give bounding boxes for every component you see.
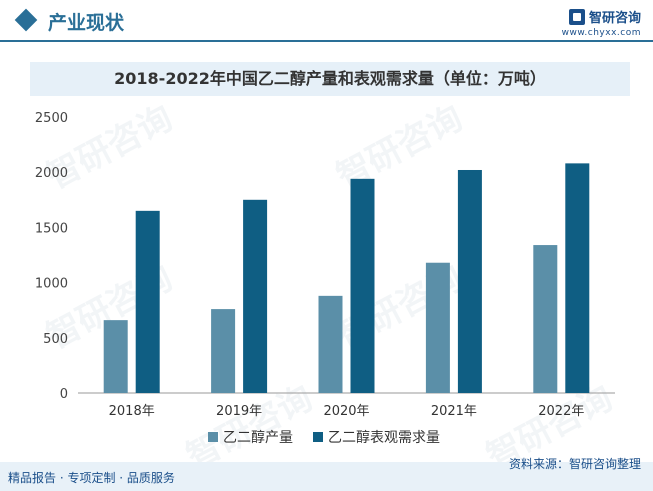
bar-demand xyxy=(350,178,375,393)
legend-label: 乙二醇产量 xyxy=(223,429,293,446)
section-title: 产业现状 xyxy=(48,12,125,34)
x-tick-label: 2022年 xyxy=(538,404,584,419)
bar-production xyxy=(211,309,236,393)
bar-demand xyxy=(457,169,482,393)
y-tick-label: 2500 xyxy=(35,111,68,126)
chart-title-band xyxy=(30,62,630,96)
brand-url: www.chyxx.com xyxy=(561,28,641,38)
x-tick-label: 2018年 xyxy=(109,404,155,419)
legend-label: 乙二醇表观需求量 xyxy=(328,429,440,446)
data-source: 资料来源：智研咨询整理 xyxy=(508,457,641,471)
y-tick-label: 1500 xyxy=(35,221,68,236)
brand-name: 智研咨询 xyxy=(588,11,641,26)
x-tick-label: 2019年 xyxy=(216,404,262,419)
y-tick-label: 1000 xyxy=(35,277,68,292)
page-header: 产业现状 智研咨询 www.chyxx.com xyxy=(0,0,653,46)
brand-logo: 智研咨询 www.chyxx.com xyxy=(562,6,641,38)
x-tick-label: 2021年 xyxy=(431,404,477,419)
footer-slogan: 精品报告 · 专项定制 · 品质服务 xyxy=(8,471,175,485)
bar-demand xyxy=(565,163,590,393)
y-tick-label: 0 xyxy=(60,387,68,402)
chart-title: 2018-2022年中国乙二醇产量和表观需求量（单位：万吨） xyxy=(114,69,546,88)
footer-band xyxy=(0,462,653,491)
bar-demand xyxy=(243,199,268,393)
brand-logo-icon xyxy=(568,8,585,25)
bar-demand xyxy=(135,210,160,393)
header-divider xyxy=(0,40,653,42)
legend-swatch xyxy=(313,432,323,442)
bar-production xyxy=(318,295,343,393)
bar-production xyxy=(425,262,450,393)
bar-production xyxy=(533,245,558,393)
y-tick-label: 2000 xyxy=(35,166,68,181)
bar-production xyxy=(103,320,128,393)
y-tick-label: 500 xyxy=(43,332,68,347)
x-tick-label: 2020年 xyxy=(323,404,369,419)
legend-swatch xyxy=(208,432,218,442)
